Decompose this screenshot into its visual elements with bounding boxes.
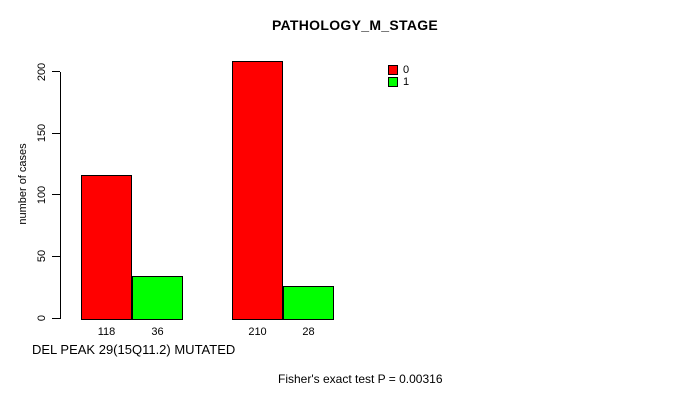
bar-value-label: 28 [302,326,315,338]
legend-item-0: 0 [388,64,410,76]
chart-title: PATHOLOGY_M_STAGE [271,17,439,33]
legend-label-1: 1 [403,76,410,88]
y-tick-mark [52,317,60,319]
y-tick-label: 200 [36,62,48,81]
y-tick-mark [52,71,60,73]
y-tick-label: 0 [36,314,48,322]
y-tick-mark [52,194,60,196]
legend: 0 1 [388,64,410,88]
y-axis-line [60,71,61,319]
y-tick-mark [52,255,60,257]
y-tick-label: 100 [36,185,48,205]
x-axis-label: DEL PEAK 29(15Q11.2) MUTATED [32,342,236,357]
y-tick-label: 50 [36,250,48,263]
bar-series0-group1 [81,175,132,320]
legend-swatch-red [388,65,398,75]
legend-item-1: 1 [388,76,410,88]
bar-value-label: 210 [248,326,267,338]
y-tick-label: 150 [36,124,48,143]
bar-series0-group2 [232,61,283,320]
bar-series1-group1 [132,276,183,320]
legend-swatch-green [388,77,398,87]
legend-label-0: 0 [403,64,410,76]
bar-value-label: 36 [151,326,164,338]
y-axis-label: number of cases [17,143,29,225]
bar-value-label: 118 [97,326,116,338]
y-tick-mark [52,132,60,134]
stat-annotation: Fisher's exact test P = 0.00316 [278,372,443,386]
bar-series1-group2 [283,286,334,320]
